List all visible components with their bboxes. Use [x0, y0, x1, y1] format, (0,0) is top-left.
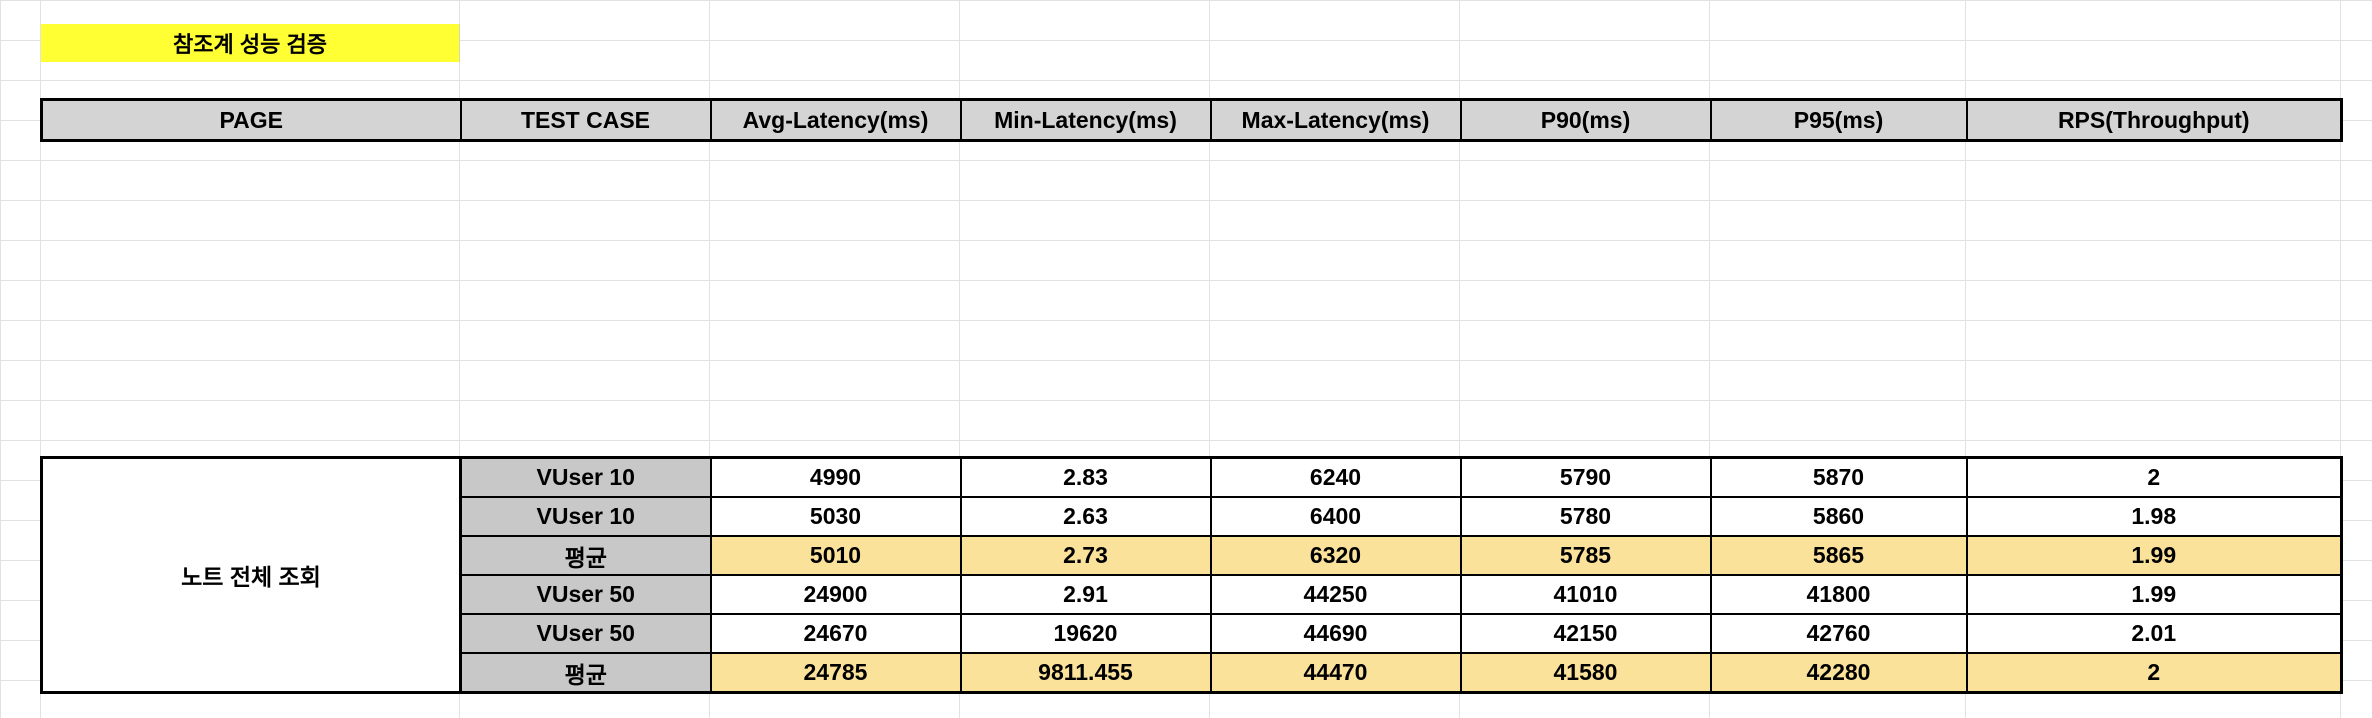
grid-column-line	[959, 0, 960, 718]
sheet-title: 참조계 성능 검증	[173, 32, 327, 57]
p95-cell[interactable]: 5860	[1709, 496, 1968, 537]
avg-latency-cell[interactable]: 24900	[709, 574, 962, 615]
p90-cell[interactable]: 5785	[1459, 535, 1712, 576]
grid-column-line	[459, 0, 460, 718]
p90-cell[interactable]: 42150	[1459, 613, 1712, 654]
rps-cell[interactable]: 1.99	[1965, 535, 2343, 576]
max-latency-cell[interactable]: 6240	[1209, 456, 1462, 498]
test-case-cell[interactable]: VUser 50	[459, 574, 712, 615]
average-row: 평균 5010 2.73 6320 5785 5865 1.99	[42, 535, 2343, 576]
max-latency-cell[interactable]: 44470	[1209, 652, 1462, 694]
header-rps[interactable]: RPS(Throughput)	[1965, 98, 2343, 142]
table-row: VUser 50 24900 2.91 44250 41010 41800 1.…	[42, 574, 2343, 615]
page-name-cell[interactable]: 노트 전체 조회	[40, 456, 462, 694]
header-test-case[interactable]: TEST CASE	[459, 98, 712, 142]
average-row: 평균 24785 9811.455 44470 41580 42280 2	[42, 652, 2343, 694]
min-latency-cell[interactable]: 2.63	[959, 496, 1212, 537]
p95-cell[interactable]: 5865	[1709, 535, 1968, 576]
max-latency-cell[interactable]: 44250	[1209, 574, 1462, 615]
grid-column-line	[1209, 0, 1210, 718]
grid-column-line	[709, 0, 710, 718]
p90-cell[interactable]: 5790	[1459, 456, 1712, 498]
max-latency-cell[interactable]: 44690	[1209, 613, 1462, 654]
header-row: PAGE TEST CASE Avg-Latency(ms) Min-Laten…	[40, 98, 2343, 142]
p95-cell[interactable]: 42760	[1709, 613, 1968, 654]
header-table: PAGE TEST CASE Avg-Latency(ms) Min-Laten…	[40, 98, 2343, 142]
rps-cell[interactable]: 2	[1965, 456, 2343, 498]
min-latency-cell[interactable]: 2.73	[959, 535, 1212, 576]
min-latency-cell[interactable]: 9811.455	[959, 652, 1212, 694]
header-p90[interactable]: P90(ms)	[1459, 98, 1712, 142]
header-min-latency[interactable]: Min-Latency(ms)	[959, 98, 1212, 142]
grid-column-line	[40, 0, 41, 718]
test-case-cell[interactable]: VUser 10	[459, 456, 712, 498]
rps-cell[interactable]: 2.01	[1965, 613, 2343, 654]
p90-cell[interactable]: 41580	[1459, 652, 1712, 694]
min-latency-cell[interactable]: 2.91	[959, 574, 1212, 615]
table-row: 노트 전체 조회 VUser 10 4990 2.83 6240 5790 58…	[40, 456, 2343, 694]
header-p95[interactable]: P95(ms)	[1709, 98, 1968, 142]
header-avg-latency[interactable]: Avg-Latency(ms)	[709, 98, 962, 142]
test-case-cell[interactable]: 평균	[459, 535, 712, 576]
rps-cell[interactable]: 2	[1965, 652, 2343, 694]
p90-cell[interactable]: 5780	[1459, 496, 1712, 537]
grid-column-line	[2340, 0, 2341, 718]
test-case-cell[interactable]: VUser 50	[459, 613, 712, 654]
sheet-title-cell[interactable]: 참조계 성능 검증	[41, 24, 460, 62]
min-latency-cell[interactable]: 19620	[959, 613, 1212, 654]
avg-latency-cell[interactable]: 5030	[709, 496, 962, 537]
header-page[interactable]: PAGE	[40, 98, 462, 142]
rps-cell[interactable]: 1.99	[1965, 574, 2343, 615]
table-row: VUser 10 5030 2.63 6400 5780 5860 1.98	[42, 496, 2343, 537]
results-table: 노트 전체 조회 VUser 10 4990 2.83 6240 5790 58…	[40, 456, 2343, 694]
p90-cell[interactable]: 41010	[1459, 574, 1712, 615]
grid-column-line	[1459, 0, 1460, 718]
table-row: VUser 50 24670 19620 44690 42150 42760 2…	[42, 613, 2343, 654]
max-latency-cell[interactable]: 6320	[1209, 535, 1462, 576]
p95-cell[interactable]: 42280	[1709, 652, 1968, 694]
test-case-cell[interactable]: VUser 10	[459, 496, 712, 537]
test-case-cell[interactable]: 평균	[459, 652, 712, 694]
avg-latency-cell[interactable]: 24670	[709, 613, 962, 654]
grid-column-line	[1965, 0, 1966, 718]
rps-cell[interactable]: 1.98	[1965, 496, 2343, 537]
grid-column-line	[1709, 0, 1710, 718]
min-latency-cell[interactable]: 2.83	[959, 456, 1212, 498]
p95-cell[interactable]: 41800	[1709, 574, 1968, 615]
avg-latency-cell[interactable]: 24785	[709, 652, 962, 694]
avg-latency-cell[interactable]: 4990	[709, 456, 962, 498]
max-latency-cell[interactable]: 6400	[1209, 496, 1462, 537]
avg-latency-cell[interactable]: 5010	[709, 535, 962, 576]
header-max-latency[interactable]: Max-Latency(ms)	[1209, 98, 1462, 142]
p95-cell[interactable]: 5870	[1709, 456, 1968, 498]
